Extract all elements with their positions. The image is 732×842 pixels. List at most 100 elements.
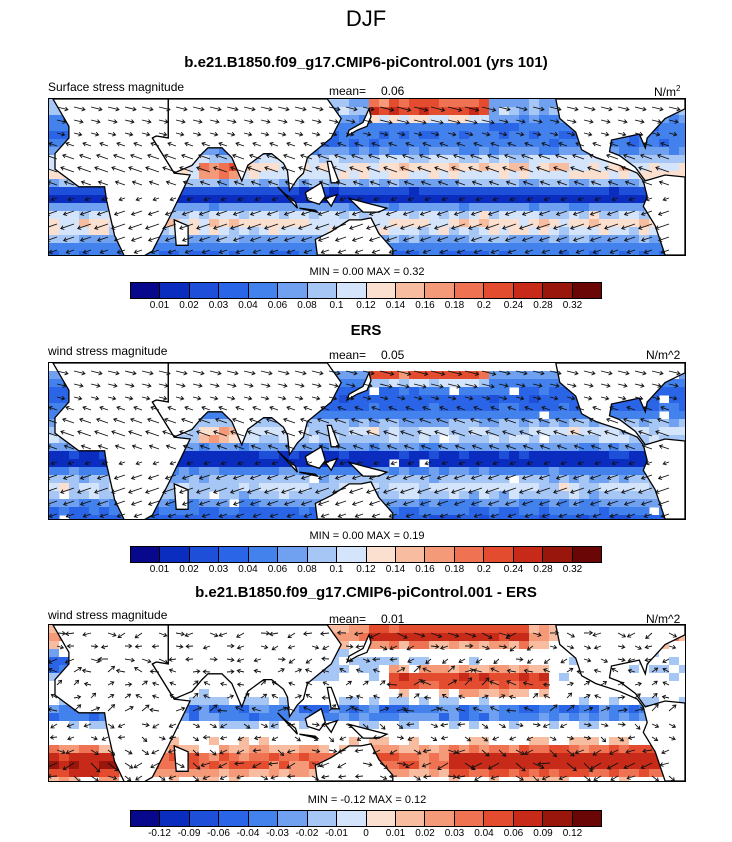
panel1-map-svg bbox=[49, 99, 685, 255]
colorbar-tick-label: -0.09 bbox=[177, 828, 201, 839]
panel2-colorbar-boxes bbox=[130, 546, 602, 563]
colorbar-tick-label: 0.09 bbox=[533, 828, 553, 839]
colorbar-tick-label: 0.02 bbox=[179, 300, 199, 311]
colorbar-tick-label: 0.14 bbox=[385, 300, 406, 311]
colorbar-tick-label: 0.32 bbox=[562, 300, 583, 311]
colorbar-tick-label: 0.24 bbox=[503, 564, 524, 575]
colorbar-tick-label: 0.06 bbox=[267, 564, 288, 575]
panel3-field-label: wind stress magnitude bbox=[48, 608, 168, 622]
colorbar-swatch bbox=[337, 547, 367, 562]
colorbar-tick-label: 0.03 bbox=[444, 828, 465, 839]
panel3-map-svg bbox=[49, 625, 685, 781]
panel1-colorbar-boxes bbox=[130, 282, 602, 299]
colorbar-swatch bbox=[160, 811, 190, 826]
colorbar-tick-label: 0.28 bbox=[533, 564, 553, 575]
colorbar-swatch bbox=[425, 547, 455, 562]
colorbar-tick-label: 0.1 bbox=[329, 564, 344, 575]
colorbar-tick-label: 0.12 bbox=[562, 828, 583, 839]
colorbar-swatch bbox=[278, 283, 308, 298]
colorbar-swatch bbox=[307, 547, 338, 562]
colorbar-tick-label: 0.08 bbox=[297, 564, 317, 575]
panel1-mean-label: mean= bbox=[329, 84, 367, 98]
colorbar-swatch bbox=[513, 547, 544, 562]
colorbar-tick-label: 0.24 bbox=[503, 300, 524, 311]
colorbar-tick-label: 0.04 bbox=[238, 300, 258, 311]
colorbar-swatch bbox=[189, 811, 220, 826]
panel3-heading: b.e21.B1850.f09_g17.CMIP6-piControl.001 … bbox=[195, 584, 537, 601]
colorbar-swatch bbox=[513, 811, 544, 826]
colorbar-tick-label: 0.03 bbox=[208, 300, 229, 311]
panel1-units: N/m2 bbox=[654, 84, 680, 99]
panel3-units: N/m^2 bbox=[646, 612, 681, 626]
colorbar-swatch bbox=[160, 547, 190, 562]
panel2-units: N/m^2 bbox=[646, 348, 681, 362]
colorbar-swatch bbox=[513, 283, 544, 298]
colorbar-swatch bbox=[484, 283, 514, 298]
colorbar-swatch bbox=[572, 811, 601, 826]
panel2-minmax: MIN = 0.00 MAX = 0.19 bbox=[309, 530, 425, 542]
wind-vectors bbox=[49, 370, 681, 519]
colorbar-tick-label: 0.2 bbox=[477, 564, 491, 575]
colorbar-swatch bbox=[366, 283, 396, 298]
colorbar-swatch bbox=[278, 547, 308, 562]
panel3-mean-label: mean= bbox=[329, 612, 367, 626]
panel2-map-svg bbox=[49, 363, 685, 519]
wind-vectors bbox=[49, 630, 678, 781]
colorbar-swatch bbox=[337, 811, 367, 826]
panel2-heading: ERS bbox=[350, 322, 382, 339]
panel1-mean-value: 0.06 bbox=[381, 84, 405, 98]
colorbar-tick-label: 0.12 bbox=[356, 564, 376, 575]
colorbar-swatch bbox=[395, 283, 426, 298]
colorbar-swatch bbox=[572, 547, 601, 562]
colorbar-swatch bbox=[307, 283, 338, 298]
panel1-colorbar bbox=[130, 282, 602, 299]
colorbar-swatch bbox=[366, 811, 396, 826]
colorbar-tick-label: 0.32 bbox=[562, 564, 583, 575]
colorbar-swatch bbox=[425, 283, 455, 298]
panel2-colorbar bbox=[130, 546, 602, 563]
colorbar-tick-label: 0.1 bbox=[329, 300, 344, 311]
colorbar-tick-label: 0.02 bbox=[179, 564, 199, 575]
colorbar-tick-label: -0.12 bbox=[148, 828, 171, 839]
panel2-mean-label: mean= bbox=[329, 348, 367, 362]
panel3-mean-value: 0.01 bbox=[381, 612, 405, 626]
colorbar-tick-label: -0.01 bbox=[325, 828, 348, 839]
colorbar-tick-label: 0.04 bbox=[474, 828, 494, 839]
colorbar-swatch bbox=[425, 811, 455, 826]
colorbar-swatch bbox=[454, 547, 485, 562]
figure-title: DJF bbox=[345, 6, 387, 31]
panel3-map bbox=[48, 624, 686, 782]
colorbar-swatch bbox=[219, 547, 249, 562]
colorbar-tick-label: 0.06 bbox=[267, 300, 288, 311]
colorbar-swatch bbox=[189, 283, 220, 298]
colorbar-swatch bbox=[337, 283, 367, 298]
panel3-minmax: MIN = -0.12 MAX = 0.12 bbox=[307, 794, 427, 806]
panel2-map bbox=[48, 362, 686, 520]
colorbar-swatch bbox=[248, 547, 279, 562]
colorbar-swatch bbox=[395, 547, 426, 562]
panel3-colorbar-boxes bbox=[130, 810, 602, 827]
colorbar-tick-label: 0.16 bbox=[415, 300, 435, 311]
colorbar-swatch bbox=[484, 811, 514, 826]
panel3-colorbar bbox=[130, 810, 602, 827]
colorbar-swatch bbox=[131, 811, 161, 826]
colorbar-swatch bbox=[395, 811, 426, 826]
colorbar-swatch bbox=[366, 547, 396, 562]
colorbar-swatch bbox=[543, 811, 573, 826]
colorbar-swatch bbox=[219, 811, 249, 826]
panel1-field-label: Surface stress magnitude bbox=[48, 80, 185, 94]
panel1-minmax: MIN = 0.00 MAX = 0.32 bbox=[309, 266, 425, 278]
panel2-field-label: wind stress magnitude bbox=[48, 344, 168, 358]
colorbar-swatch bbox=[160, 283, 190, 298]
colorbar-tick-label: 0.16 bbox=[415, 564, 435, 575]
colorbar-swatch bbox=[572, 283, 601, 298]
colorbar-tick-label: 0.03 bbox=[208, 564, 229, 575]
colorbar-tick-label: -0.06 bbox=[207, 828, 230, 839]
colorbar-tick-label: 0.12 bbox=[356, 300, 376, 311]
colorbar-tick-label: 0.18 bbox=[444, 564, 465, 575]
colorbar-swatch bbox=[454, 283, 485, 298]
colorbar-tick-label: 0.18 bbox=[444, 300, 465, 311]
colorbar-swatch bbox=[219, 283, 249, 298]
colorbar-tick-label: -0.02 bbox=[295, 828, 319, 839]
colorbar-swatch bbox=[543, 283, 573, 298]
